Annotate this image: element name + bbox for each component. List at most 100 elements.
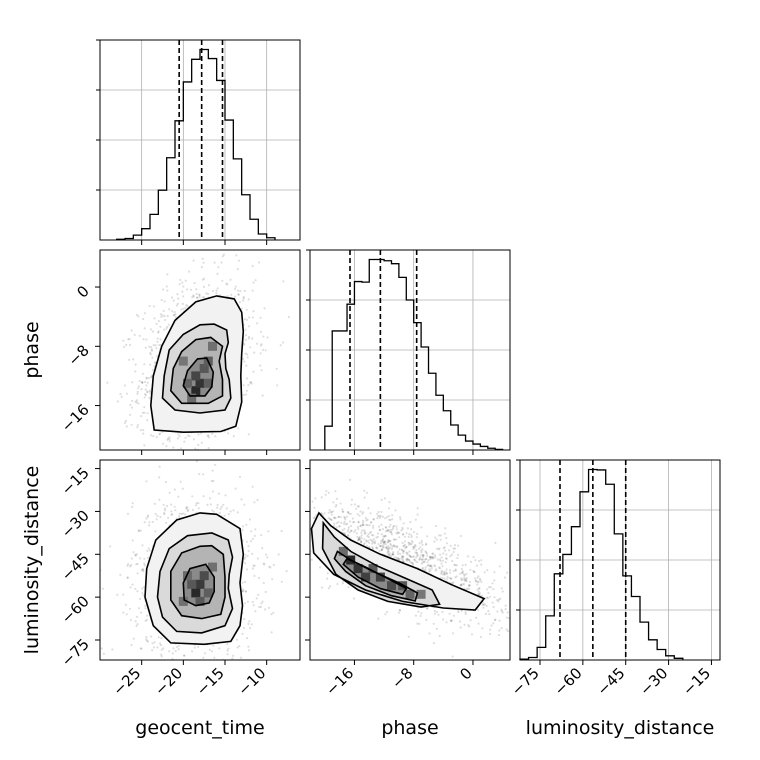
scatter-point — [163, 328, 166, 331]
scatter-point — [389, 542, 392, 545]
scatter-point — [238, 470, 240, 472]
scatter-point — [341, 510, 344, 513]
scatter-point — [148, 396, 151, 399]
scatter-point — [372, 518, 375, 521]
scatter-point — [380, 498, 383, 501]
scatter-point — [332, 516, 336, 519]
scatter-point — [380, 510, 383, 513]
scatter-point — [443, 546, 446, 549]
scatter-point — [280, 529, 283, 533]
scatter-point — [134, 370, 137, 373]
scatter-point — [534, 644, 536, 646]
scatter-point — [335, 526, 338, 529]
scatter-point — [329, 517, 332, 521]
scatter-point — [135, 553, 138, 556]
scatter-point — [346, 510, 350, 514]
scatter-point — [215, 452, 217, 454]
scatter-point — [343, 527, 346, 531]
scatter-point — [432, 622, 435, 625]
scatter-point — [407, 543, 410, 546]
scatter-point — [390, 533, 393, 536]
scatter-point — [457, 610, 460, 614]
scatter-point — [394, 556, 397, 559]
scatter-point — [441, 610, 444, 614]
scatter-point — [206, 435, 209, 438]
scatter-point — [483, 571, 486, 574]
scatter-point — [500, 587, 503, 590]
scatter-point — [486, 569, 489, 572]
scatter-point — [363, 530, 366, 533]
scatter-point — [338, 525, 341, 528]
scatter-point — [214, 435, 217, 438]
scatter-point — [260, 602, 263, 605]
scatter-point — [413, 546, 416, 549]
scatter-point — [375, 536, 378, 539]
scatter-point — [142, 317, 145, 321]
scatter-point — [453, 547, 456, 550]
scatter-point — [463, 574, 466, 577]
contour-line-1 — [169, 336, 224, 405]
scatter-point — [378, 516, 381, 520]
scatter-point — [304, 515, 306, 517]
scatter-point — [477, 608, 480, 611]
scatter-point — [304, 508, 306, 510]
scatter-point — [410, 542, 413, 545]
scatter-point — [195, 288, 198, 291]
scatter-point — [243, 602, 246, 605]
scatter-point — [297, 491, 299, 493]
scatter-point — [144, 388, 147, 391]
scatter-point — [148, 549, 151, 552]
scatter-point — [127, 563, 130, 566]
scatter-point — [445, 572, 448, 575]
scatter-point — [487, 591, 490, 595]
scatter-point — [160, 298, 163, 302]
scatter-point — [144, 346, 147, 349]
scatter-point — [276, 513, 278, 515]
scatter-point — [461, 578, 464, 581]
scatter-point — [373, 542, 377, 545]
scatter-point — [462, 573, 465, 576]
scatter-point — [426, 564, 429, 567]
scatter-point — [500, 610, 503, 613]
scatter-point — [415, 548, 418, 552]
scatter-point — [245, 389, 248, 392]
scatter-point — [480, 580, 483, 583]
scatter-point — [420, 539, 423, 542]
scatter-point — [493, 619, 497, 622]
scatter-point — [425, 542, 428, 546]
scatter-point — [400, 556, 403, 559]
scatter-point — [145, 377, 148, 380]
scatter-point — [339, 516, 342, 519]
scatter-point — [168, 650, 171, 653]
scatter-point — [239, 289, 242, 293]
scatter-point — [536, 628, 538, 630]
scatter-point — [241, 632, 244, 636]
scatter-point — [158, 476, 161, 479]
scatter-point — [445, 568, 448, 571]
scatter-point — [349, 512, 352, 516]
scatter-point — [384, 613, 387, 616]
scatter-point — [131, 583, 134, 586]
scatter-point — [358, 536, 361, 540]
scatter-point — [253, 564, 256, 567]
scatter-point — [353, 503, 356, 506]
scatter-point — [133, 333, 136, 336]
scatter-point — [195, 292, 198, 295]
scatter-point — [405, 545, 408, 549]
scatter-point — [147, 514, 150, 517]
scatter-point — [129, 413, 132, 416]
scatter-point — [492, 622, 495, 625]
scatter-point — [377, 525, 381, 528]
scatter-point — [180, 308, 183, 311]
scatter-point — [168, 436, 171, 439]
scatter-point — [165, 327, 168, 330]
scatter-point — [422, 558, 425, 561]
scatter-point — [411, 541, 414, 544]
scatter-point — [425, 607, 429, 610]
scatter-point — [453, 563, 456, 566]
y-tick-label: −30 — [58, 507, 93, 542]
scatter-point — [451, 619, 454, 622]
scatter-point — [460, 578, 463, 582]
scatter-point — [245, 540, 248, 543]
scatter-point — [445, 621, 448, 624]
